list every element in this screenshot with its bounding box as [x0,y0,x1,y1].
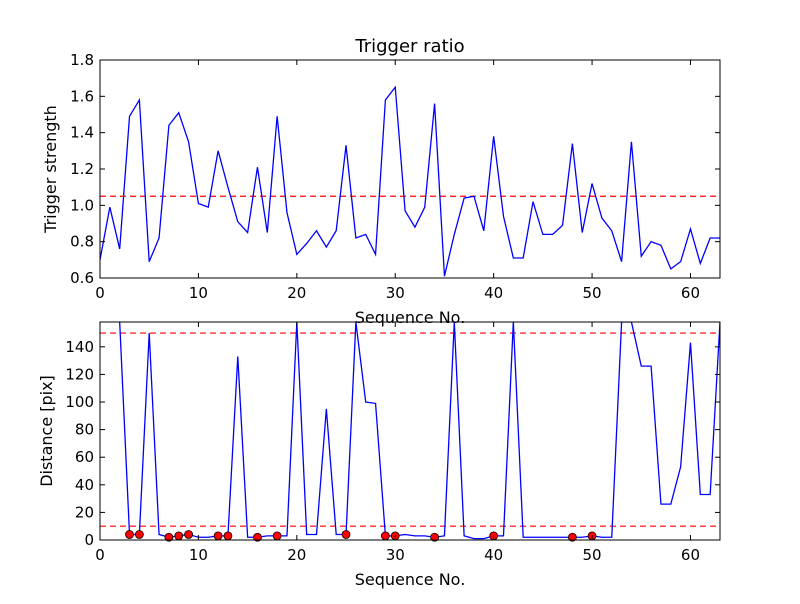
data-point-marker [125,530,134,539]
y-tick-label: 60 [75,448,94,466]
x-tick-label: 60 [681,546,700,564]
chart-title: Trigger ratio [354,36,464,57]
y-tick-label: 120 [65,365,94,383]
x-tick-label: 30 [386,546,405,564]
trigger-ratio-panel: Trigger ratio 0 10 20 30 40 50 60 0.6 0.8 1.0 1.2 1… [41,36,721,327]
y-tick-label: 140 [65,338,94,356]
data-point-marker [341,530,351,539]
distance-plot-area: 0 10 20 30 40 50 60 0 20 40 60 80 100 120 140 [65,321,721,564]
x-tick-label: 40 [484,546,503,564]
y-tick-label: 1.0 [70,196,94,214]
y-tick-label: 0.8 [70,233,94,251]
y-tick-label: 0 [84,531,94,549]
x-tick-label: 20 [287,284,306,302]
y-axis-label: Trigger strength [41,105,60,234]
y-tick-label: 100 [65,393,94,411]
y-tick-label: 1.4 [70,124,94,142]
y-tick-label: 1.6 [70,87,94,105]
x-tick-label: 10 [189,284,208,302]
data-point-marker [174,531,184,541]
x-tick-label: 0 [95,284,105,302]
data-point-marker [380,531,390,541]
trigger-ratio-plot-area: 0 10 20 30 40 50 60 0.6 0.8 1.0 1.2 1.4 1.6 1.8 [70,51,721,302]
y-tick-label: 1.2 [70,160,94,178]
x-tick-label: 60 [681,284,700,302]
data-point-marker [272,531,282,541]
x-tick-label: 30 [386,284,405,302]
data-point-marker [164,532,174,542]
x-tick-label: 50 [583,284,602,302]
data-point-marker [184,530,193,539]
x-tick-label: 10 [189,546,208,564]
x-tick-label: 20 [287,546,306,564]
data-point-marker [567,532,577,542]
y-axis-label: Distance [pix] [37,375,56,487]
data-point-marker [430,532,440,542]
data-point-marker [134,530,144,539]
y-tick-label: 40 [75,476,94,494]
x-tick-label: 40 [484,284,503,302]
x-tick-label: 50 [583,546,602,564]
data-point-marker [213,531,223,541]
data-point-marker [223,531,233,541]
x-tick-label: 0 [95,546,105,564]
data-point-marker [253,532,262,542]
x-axis-label: Sequence No. [355,570,466,589]
y-tick-label: 1.8 [70,51,94,69]
x-axis-label: Sequence No. [355,308,466,327]
y-tick-label: 0.6 [70,269,94,287]
y-tick-label: 80 [75,421,94,439]
distance-panel: 0 10 20 30 40 50 60 0 20 40 60 80 100 120 140 Sequence… [37,321,721,589]
series-line [100,85,720,277]
y-tick-label: 20 [75,503,94,521]
axes-frame [99,321,721,541]
